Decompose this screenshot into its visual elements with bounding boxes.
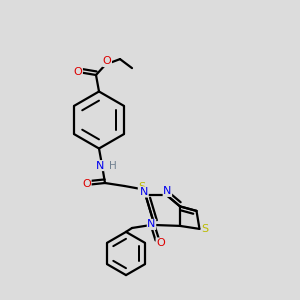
Text: S: S: [201, 224, 208, 234]
Text: H: H: [109, 160, 117, 171]
Text: O: O: [156, 238, 165, 248]
Text: O: O: [103, 56, 112, 67]
Text: N: N: [95, 160, 104, 171]
Text: O: O: [74, 67, 82, 77]
Text: O: O: [82, 179, 91, 189]
Text: N: N: [140, 187, 148, 197]
Text: S: S: [138, 182, 146, 192]
Text: N: N: [147, 219, 156, 230]
Text: N: N: [163, 186, 172, 197]
